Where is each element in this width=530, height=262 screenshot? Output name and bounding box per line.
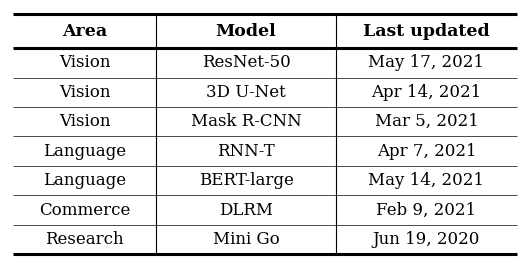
- Text: Mini Go: Mini Go: [213, 231, 279, 248]
- Text: Apr 7, 2021: Apr 7, 2021: [377, 143, 476, 160]
- Text: BERT-large: BERT-large: [199, 172, 294, 189]
- Text: Last updated: Last updated: [363, 23, 490, 40]
- Text: Area: Area: [62, 23, 107, 40]
- Text: May 17, 2021: May 17, 2021: [368, 54, 484, 72]
- Text: Research: Research: [45, 231, 124, 248]
- Text: Mask R-CNN: Mask R-CNN: [191, 113, 302, 130]
- Text: DLRM: DLRM: [219, 201, 273, 219]
- Text: Feb 9, 2021: Feb 9, 2021: [376, 201, 476, 219]
- Text: Commerce: Commerce: [39, 201, 130, 219]
- Text: Vision: Vision: [59, 54, 110, 72]
- Text: 3D U-Net: 3D U-Net: [206, 84, 286, 101]
- Text: Model: Model: [216, 23, 276, 40]
- Text: Jun 19, 2020: Jun 19, 2020: [373, 231, 480, 248]
- Text: Mar 5, 2021: Mar 5, 2021: [375, 113, 479, 130]
- Text: Vision: Vision: [59, 113, 110, 130]
- Text: May 14, 2021: May 14, 2021: [368, 172, 484, 189]
- Text: RNN-T: RNN-T: [217, 143, 275, 160]
- Text: ResNet-50: ResNet-50: [201, 54, 290, 72]
- Text: Language: Language: [43, 143, 126, 160]
- Text: Language: Language: [43, 172, 126, 189]
- Text: Apr 14, 2021: Apr 14, 2021: [372, 84, 482, 101]
- Text: Vision: Vision: [59, 84, 110, 101]
